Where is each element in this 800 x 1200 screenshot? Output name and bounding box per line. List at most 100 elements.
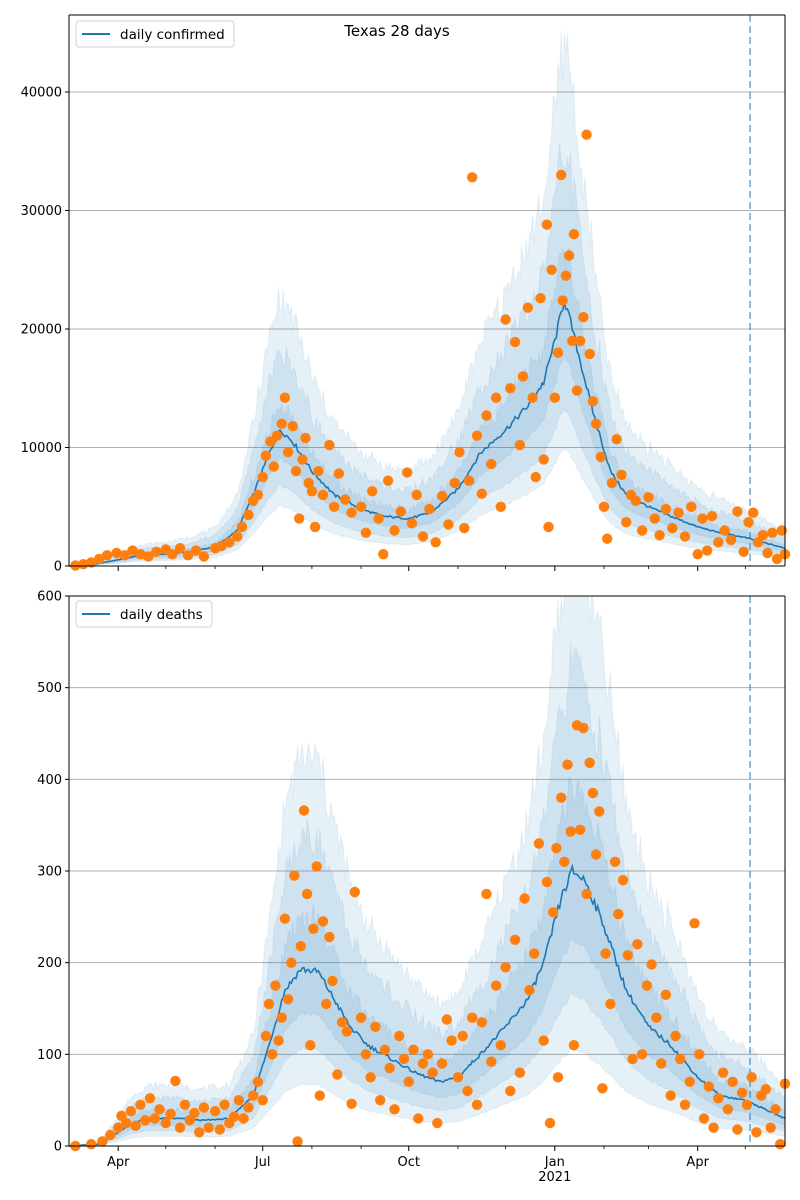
confirmed-axes-frame <box>68 14 786 567</box>
data-point <box>430 537 441 548</box>
data-point <box>424 503 435 515</box>
data-point <box>271 430 283 441</box>
y-tick-label: 400 <box>37 773 62 788</box>
data-point <box>490 980 502 991</box>
data-point <box>706 511 718 522</box>
data-point <box>462 1085 473 1097</box>
data-point <box>432 1117 443 1129</box>
data-point <box>298 805 310 816</box>
data-point <box>595 451 606 463</box>
confirmed-y-axis: 0 10000 20000 30000 40000 <box>21 86 69 575</box>
data-point <box>613 908 624 920</box>
data-point <box>471 1099 483 1111</box>
data-point <box>198 1102 210 1113</box>
data-point <box>151 546 162 557</box>
data-point <box>360 527 372 538</box>
data-point <box>670 1030 681 1042</box>
data-point <box>656 1058 667 1069</box>
data-point <box>300 432 311 444</box>
data-point <box>333 468 345 479</box>
data-point <box>606 477 618 489</box>
confirmed-observations <box>70 129 791 571</box>
data-point <box>382 475 394 486</box>
data-point <box>97 1136 108 1147</box>
data-point <box>346 1098 357 1110</box>
data-point <box>190 545 202 556</box>
data-point <box>775 1139 786 1150</box>
data-point <box>617 875 629 886</box>
data-point <box>86 557 97 568</box>
data-point <box>770 1104 781 1115</box>
data-point <box>560 270 572 281</box>
data-point <box>590 418 602 429</box>
data-point <box>308 923 319 934</box>
data-point <box>174 1122 186 1133</box>
data-point <box>341 1026 352 1037</box>
data-point <box>559 856 570 867</box>
data-point <box>454 447 465 458</box>
confirmed-x-axis <box>117 566 746 571</box>
data-point <box>233 1095 245 1106</box>
data-point <box>665 1090 676 1101</box>
data-point <box>517 371 529 382</box>
data-point <box>111 547 122 559</box>
y-tick-label: 0 <box>54 1140 62 1155</box>
data-point <box>101 550 113 561</box>
data-point <box>562 759 573 770</box>
data-point <box>406 518 418 529</box>
data-point <box>417 1058 429 1069</box>
data-point <box>467 1012 478 1023</box>
data-point <box>394 1030 405 1042</box>
data-point <box>86 1139 97 1150</box>
data-point <box>660 989 672 1000</box>
data-point <box>446 1035 457 1046</box>
data-point <box>389 1104 400 1115</box>
data-point <box>641 980 653 991</box>
data-point <box>578 722 589 734</box>
data-point <box>476 488 487 499</box>
deaths-axes: 0 100 200 300 400 500 600 Apr Jul Oct Jan2021Apr … <box>37 590 791 1185</box>
y-tick-label: 20000 <box>21 323 62 338</box>
deaths-observations <box>70 720 791 1152</box>
data-point <box>713 1093 724 1104</box>
data-point <box>289 870 300 881</box>
x-tick-label: 2021 <box>538 1170 571 1185</box>
data-point <box>286 957 297 968</box>
data-point <box>365 1072 376 1083</box>
y-tick-label: 200 <box>37 956 62 971</box>
data-point <box>481 888 492 900</box>
data-point <box>651 1012 662 1023</box>
data-point <box>219 1099 230 1111</box>
data-point <box>236 521 248 533</box>
data-point <box>632 939 643 950</box>
data-point <box>457 1030 468 1042</box>
data-point <box>367 486 378 497</box>
data-point <box>717 1067 729 1078</box>
data-point <box>290 466 302 477</box>
data-point <box>324 931 335 943</box>
data-point <box>113 1122 124 1133</box>
data-point <box>552 347 564 358</box>
x-tick-label: Jul <box>254 1155 271 1170</box>
data-point <box>563 250 575 261</box>
data-point <box>165 1108 176 1120</box>
confirmed-axes: 0 10000 20000 30000 40000 daily confirmed Te… <box>21 14 791 575</box>
data-point <box>509 336 521 348</box>
data-point <box>313 466 324 477</box>
data-point <box>481 410 492 421</box>
data-point <box>417 531 429 542</box>
data-point <box>649 513 660 524</box>
y-tick-label: 30000 <box>21 204 62 219</box>
data-point <box>260 450 272 461</box>
data-point <box>427 1067 438 1078</box>
data-point <box>252 489 264 501</box>
data-point <box>581 129 592 140</box>
data-point <box>257 471 268 483</box>
x-tick-label: Apr <box>686 1155 709 1170</box>
data-point <box>584 757 595 768</box>
data-point <box>355 501 367 512</box>
deaths-y-axis: 0 100 200 300 400 500 600 <box>37 590 69 1155</box>
data-point <box>636 1049 648 1060</box>
data-point <box>389 525 400 536</box>
